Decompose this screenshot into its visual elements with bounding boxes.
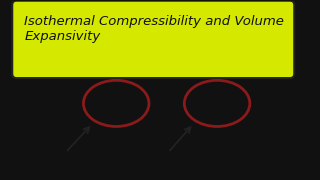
Text: $\dfrac{dv}{v} = \left(\dfrac{1}{v}\,\dfrac{\partial v}{\partial T}\right)_{\!\!: $\dfrac{dv}{v} = \left(\dfrac{1}{v}\,\df… xyxy=(24,85,284,122)
Text: Isothermal compressibility: Isothermal compressibility xyxy=(115,155,244,165)
Text: Volume Expansivity: Volume Expansivity xyxy=(6,155,102,165)
Text: Isothermal Compressibility and Volume
Expansivity: Isothermal Compressibility and Volume Ex… xyxy=(24,15,284,43)
FancyBboxPatch shape xyxy=(12,1,294,78)
